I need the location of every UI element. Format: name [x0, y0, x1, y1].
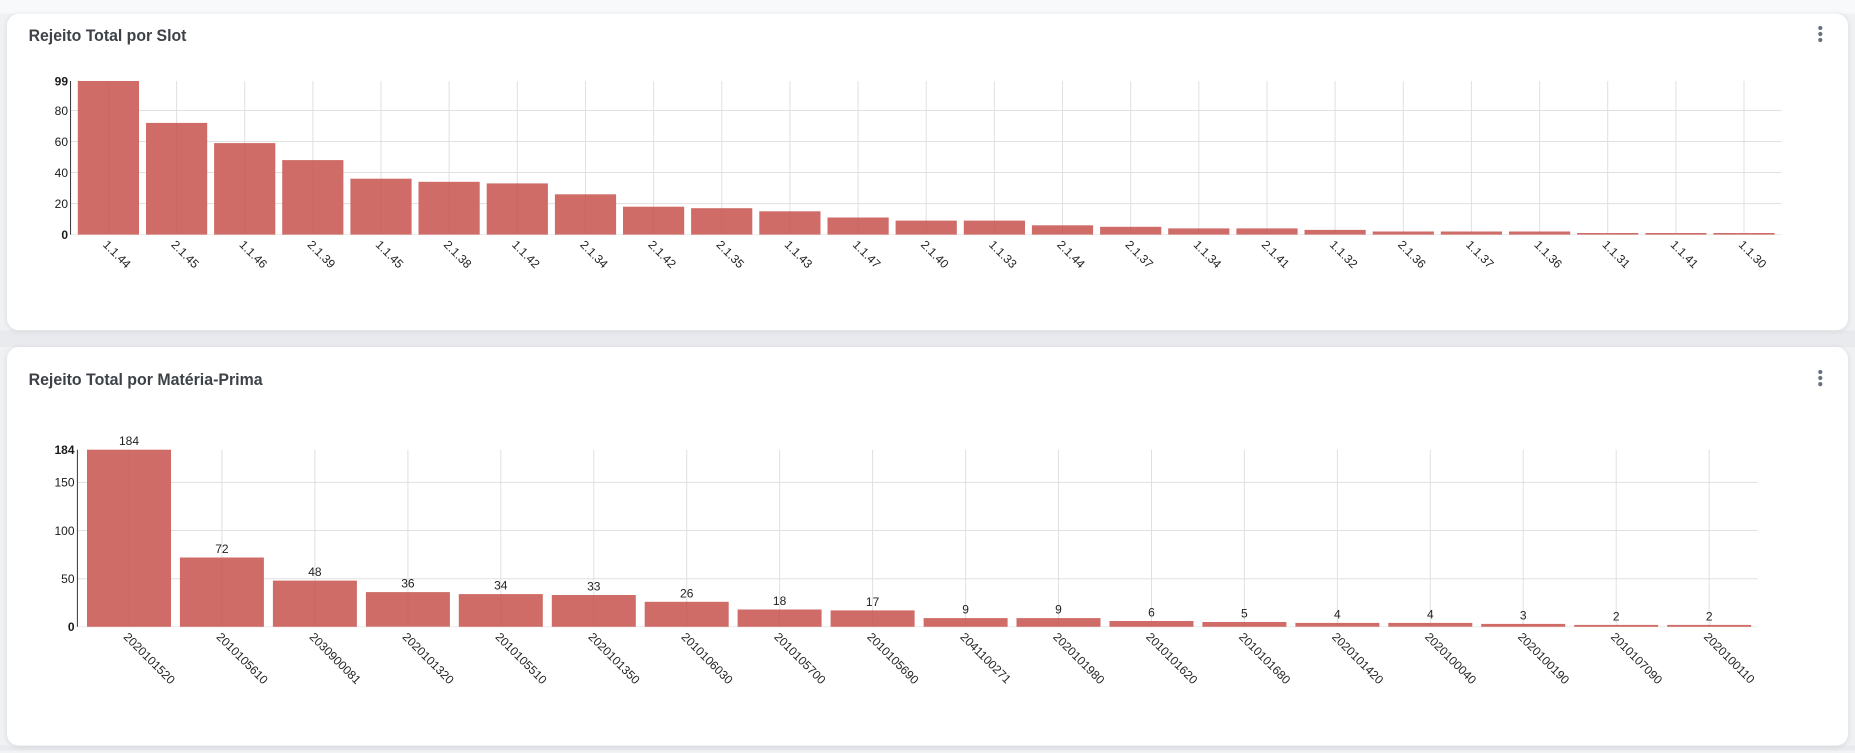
svg-text:150: 150	[54, 476, 74, 490]
svg-text:9: 9	[962, 603, 969, 617]
svg-text:33: 33	[587, 580, 601, 594]
svg-text:0: 0	[68, 620, 75, 634]
svg-text:2: 2	[1613, 609, 1620, 623]
svg-text:Rejeito Total por Slot: Rejeito Total por Slot	[29, 26, 187, 45]
svg-text:6: 6	[1148, 606, 1155, 620]
svg-text:60: 60	[55, 135, 69, 149]
svg-text:4: 4	[1334, 607, 1341, 621]
svg-text:0: 0	[61, 228, 68, 242]
svg-text:184: 184	[119, 434, 139, 448]
svg-text:50: 50	[61, 572, 75, 586]
svg-text:34: 34	[494, 579, 508, 593]
svg-text:48: 48	[308, 565, 322, 579]
svg-text:3: 3	[1520, 608, 1527, 622]
svg-text:80: 80	[55, 104, 69, 118]
svg-text:4: 4	[1427, 607, 1434, 621]
svg-text:5: 5	[1241, 607, 1248, 621]
svg-text:17: 17	[866, 595, 880, 609]
svg-text:72: 72	[215, 542, 229, 556]
svg-text:20: 20	[55, 197, 69, 211]
svg-text:40: 40	[55, 166, 69, 180]
svg-text:184: 184	[54, 443, 74, 457]
svg-text:9: 9	[1055, 603, 1062, 617]
svg-text:Rejeito Total por Matéria-Prim: Rejeito Total por Matéria-Prima	[29, 370, 264, 389]
svg-text:99: 99	[55, 74, 69, 88]
svg-text:2: 2	[1706, 609, 1713, 623]
svg-text:36: 36	[401, 577, 415, 591]
svg-text:26: 26	[680, 586, 694, 600]
svg-text:18: 18	[773, 594, 787, 608]
svg-text:100: 100	[54, 524, 74, 538]
